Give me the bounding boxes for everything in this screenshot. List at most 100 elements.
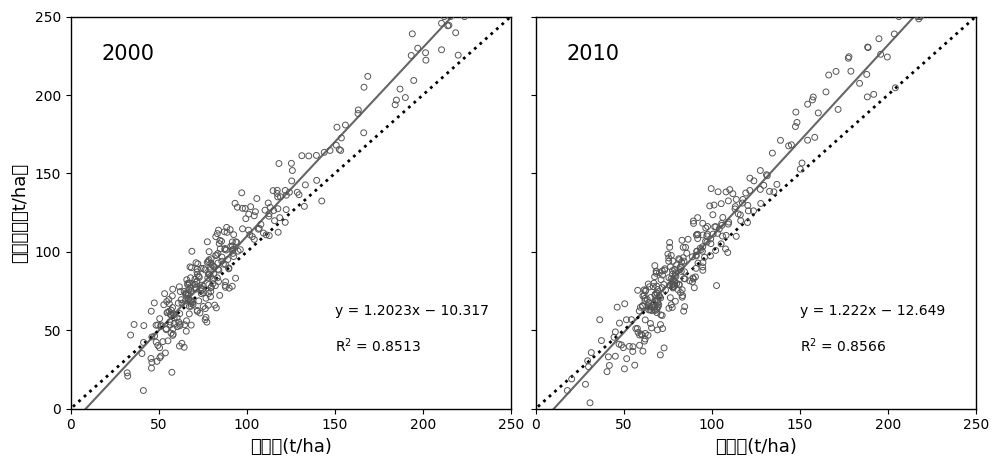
Point bbox=[182, 274, 198, 282]
Point bbox=[289, 189, 305, 196]
Point bbox=[148, 339, 164, 346]
Point bbox=[647, 273, 663, 281]
Point bbox=[752, 186, 768, 193]
Point bbox=[162, 318, 178, 325]
Point bbox=[177, 297, 193, 304]
Point bbox=[688, 265, 704, 272]
Point bbox=[843, 67, 859, 75]
Point bbox=[684, 278, 700, 286]
Point bbox=[200, 270, 216, 277]
Point bbox=[185, 299, 201, 306]
Point bbox=[164, 292, 180, 300]
Point bbox=[640, 280, 656, 288]
Point bbox=[237, 205, 253, 212]
Point bbox=[644, 324, 660, 332]
Point bbox=[698, 238, 714, 245]
Point bbox=[172, 322, 188, 330]
Point bbox=[198, 295, 214, 302]
Point bbox=[730, 210, 746, 218]
Point bbox=[253, 220, 269, 228]
Point bbox=[636, 286, 652, 294]
Point bbox=[134, 350, 150, 357]
Point bbox=[695, 219, 711, 227]
Point bbox=[732, 211, 748, 219]
Point bbox=[756, 182, 772, 189]
Point bbox=[676, 307, 692, 315]
Point bbox=[634, 303, 650, 310]
Point bbox=[194, 282, 210, 289]
Point bbox=[309, 177, 325, 184]
Point bbox=[821, 71, 837, 79]
Point bbox=[403, 52, 419, 59]
Point bbox=[649, 326, 665, 334]
Point bbox=[727, 205, 743, 212]
Point bbox=[228, 275, 244, 282]
Point bbox=[388, 96, 404, 104]
Point bbox=[308, 152, 324, 159]
Point bbox=[158, 325, 174, 333]
Point bbox=[155, 338, 171, 345]
Point bbox=[171, 342, 187, 350]
Point bbox=[209, 251, 225, 259]
Point bbox=[783, 141, 799, 149]
Point bbox=[887, 84, 903, 92]
Point bbox=[143, 364, 159, 372]
Point bbox=[713, 240, 729, 248]
Point bbox=[740, 207, 756, 215]
Point bbox=[322, 147, 338, 154]
Point bbox=[661, 274, 677, 282]
Point bbox=[278, 191, 294, 199]
Point bbox=[687, 273, 703, 281]
Point bbox=[684, 253, 700, 261]
X-axis label: 观测値(t/ha): 观测値(t/ha) bbox=[715, 438, 797, 456]
Point bbox=[178, 317, 194, 325]
Point bbox=[184, 248, 200, 255]
Point bbox=[859, 71, 875, 78]
Point bbox=[705, 211, 721, 219]
Point bbox=[410, 44, 426, 52]
Point bbox=[202, 293, 218, 300]
Point bbox=[208, 233, 224, 241]
Point bbox=[674, 236, 690, 244]
Point bbox=[703, 240, 719, 248]
Point bbox=[647, 290, 663, 298]
Point bbox=[800, 100, 816, 108]
Point bbox=[214, 238, 230, 245]
Point bbox=[224, 283, 240, 290]
Point bbox=[649, 305, 665, 313]
Point bbox=[221, 265, 237, 273]
Point bbox=[625, 343, 641, 350]
Point bbox=[166, 310, 182, 318]
Point bbox=[203, 260, 219, 267]
Point bbox=[183, 303, 199, 310]
Point bbox=[153, 352, 169, 360]
Point bbox=[441, 21, 457, 29]
Point bbox=[360, 72, 376, 80]
Point bbox=[866, 91, 882, 98]
Point bbox=[702, 202, 718, 210]
Point bbox=[759, 171, 775, 178]
Point bbox=[860, 44, 876, 51]
Point bbox=[642, 306, 658, 313]
Point bbox=[648, 269, 664, 277]
Point bbox=[161, 296, 177, 303]
Point bbox=[593, 337, 609, 344]
Point bbox=[637, 316, 653, 324]
Point bbox=[630, 287, 646, 294]
Point bbox=[260, 199, 276, 207]
Point bbox=[201, 281, 217, 288]
Point bbox=[222, 226, 238, 234]
Point bbox=[328, 142, 344, 149]
Point bbox=[229, 204, 245, 211]
Point bbox=[157, 349, 173, 357]
Point bbox=[637, 337, 653, 345]
Point bbox=[162, 321, 178, 329]
Point bbox=[672, 256, 688, 263]
Point bbox=[703, 185, 719, 192]
Point bbox=[654, 267, 670, 275]
Point bbox=[630, 329, 646, 336]
Point bbox=[599, 368, 615, 375]
Point bbox=[859, 93, 875, 100]
Point bbox=[733, 217, 749, 224]
Point bbox=[201, 290, 217, 297]
